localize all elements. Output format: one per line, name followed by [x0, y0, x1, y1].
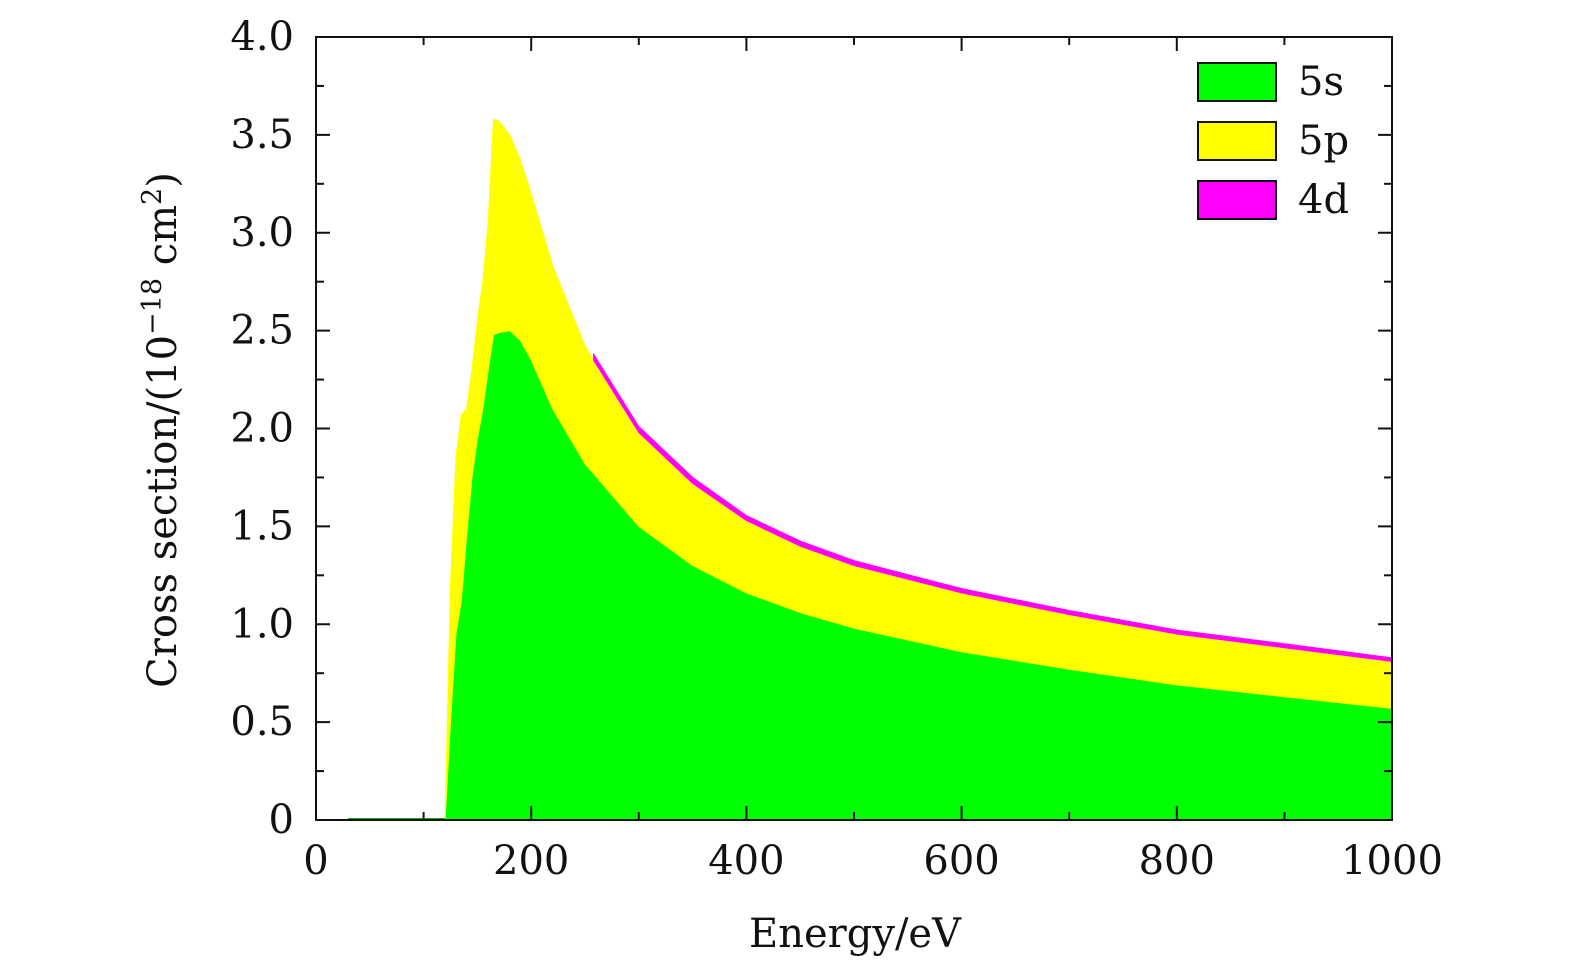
- y-tick-label: 2.5: [230, 308, 294, 354]
- y-tick-label: 2.0: [230, 406, 294, 452]
- y-axis-label-unit: cm: [140, 205, 186, 278]
- legend-label-5p: 5p: [1298, 118, 1349, 164]
- legend: 5s 5p 4d: [1197, 59, 1349, 223]
- x-tick-label: 1000: [1341, 838, 1443, 884]
- x-axis-label: Energy/eV: [749, 911, 962, 957]
- series-area-5p: [348, 118, 1392, 820]
- y-axis-label-exponent: −18: [137, 278, 168, 335]
- x-tick-label: 200: [493, 838, 569, 884]
- legend-swatch-4d: [1197, 180, 1277, 220]
- y-axis-label: Cross section/(10−18 cm2): [137, 172, 187, 688]
- x-tick-label: 600: [923, 838, 999, 884]
- legend-label-5s: 5s: [1298, 59, 1344, 105]
- legend-label-4d: 4d: [1298, 177, 1349, 223]
- y-tick-label: 1.5: [230, 503, 294, 549]
- y-axis-label-close: ): [140, 172, 186, 188]
- x-tick-label: 800: [1139, 838, 1215, 884]
- y-axis-label-unit-exponent: 2: [137, 188, 168, 205]
- series-areas: [348, 118, 1392, 820]
- legend-swatch-5p: [1197, 121, 1277, 161]
- y-tick-label: 0.5: [230, 699, 294, 745]
- legend-swatch-5s: [1197, 62, 1277, 102]
- y-tick-label: 1.0: [230, 601, 294, 647]
- series-area-4d: [593, 352, 1392, 662]
- y-tick-label: 0: [269, 797, 294, 843]
- y-tick-label: 3.0: [230, 210, 294, 256]
- x-tick-label: 0: [303, 838, 328, 884]
- y-tick-label: 3.5: [230, 112, 294, 158]
- y-tick-label: 4.0: [230, 14, 294, 60]
- plot-area: [348, 118, 1392, 820]
- axes: 0 200 400 600 800 1000 0 0.5 1.0 1.5 2.0 2.5 3.0 3.5 4…: [230, 14, 1443, 884]
- x-tick-label: 400: [708, 838, 784, 884]
- y-axis-label-main: Cross section/(10: [140, 335, 186, 688]
